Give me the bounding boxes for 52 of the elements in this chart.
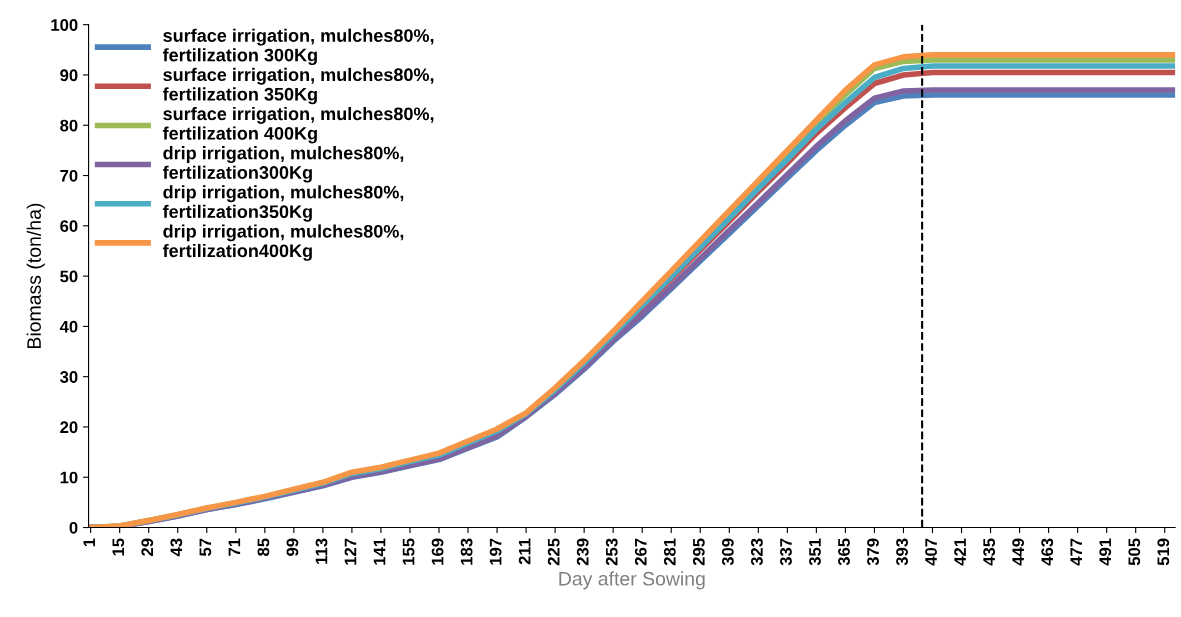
x-tick-label: 197 [489, 538, 502, 565]
x-tick-label: 99 [286, 538, 299, 556]
x-tick-label: 211 [518, 538, 531, 565]
x-tick-label: 141 [373, 538, 386, 565]
x-tick-label: 253 [605, 538, 618, 566]
x-tick-label: 435 [983, 538, 996, 566]
y-axis-title: Biomass (ton/ha) [26, 203, 45, 348]
x-tick-label: 295 [692, 538, 705, 566]
x-tick-label: 1 [83, 538, 95, 547]
x-tick-label: 449 [1012, 538, 1025, 566]
x-tick-label: 267 [634, 538, 647, 566]
x-tick-label: 239 [576, 538, 589, 566]
y-tick-label: 70 [60, 169, 78, 182]
x-tick-label: 393 [896, 538, 908, 566]
x-tick-label: 155 [402, 538, 415, 565]
x-tick-label: 15 [112, 538, 125, 556]
x-tick-label: 183 [460, 538, 473, 565]
y-tick-label: 0 [69, 521, 78, 534]
x-tick-label: 281 [663, 538, 676, 566]
y-tick-label: 90 [60, 69, 78, 82]
x-tick-label: 505 [1128, 538, 1141, 566]
y-tick-label: 20 [60, 421, 78, 434]
legend-label: drip irrigation, mulches80%, fertilization400Kg [162, 224, 404, 261]
x-tick-label: 113 [315, 538, 328, 564]
x-tick-label: 351 [809, 538, 821, 566]
y-tick-label: 50 [60, 270, 78, 283]
x-tick-label: 127 [344, 538, 357, 565]
x-tick-label: 309 [721, 538, 734, 566]
x-tick-label: 379 [867, 538, 879, 566]
y-tick-label: 80 [60, 119, 78, 132]
x-tick-label: 43 [170, 538, 183, 557]
x-tick-label: 323 [750, 538, 763, 566]
x-tick-label: 365 [838, 538, 850, 566]
x-tick-label: 519 [1157, 538, 1170, 566]
x-tick-label: 85 [257, 538, 270, 556]
x-tick-label: 169 [431, 538, 444, 565]
x-tick-label: 57 [199, 538, 212, 556]
x-tick-label: 29 [141, 538, 154, 556]
x-tick-label: 71 [228, 538, 241, 556]
x-tick-label: 463 [1041, 538, 1054, 566]
x-tick-label: 225 [547, 538, 560, 566]
y-tick-label: 40 [59, 320, 78, 333]
y-tick-label: 10 [60, 471, 78, 484]
y-tick-label: 100 [51, 19, 78, 31]
x-tick-label: 337 [780, 538, 792, 566]
x-axis-title: Day after Sowing [559, 571, 705, 590]
x-tick-label: 491 [1099, 538, 1112, 566]
y-tick-label: 60 [60, 220, 78, 233]
x-tick-label: 477 [1070, 538, 1082, 566]
x-tick-label: 407 [925, 538, 937, 566]
y-tick-label: 30 [60, 371, 78, 383]
x-tick-label: 421 [954, 538, 966, 566]
